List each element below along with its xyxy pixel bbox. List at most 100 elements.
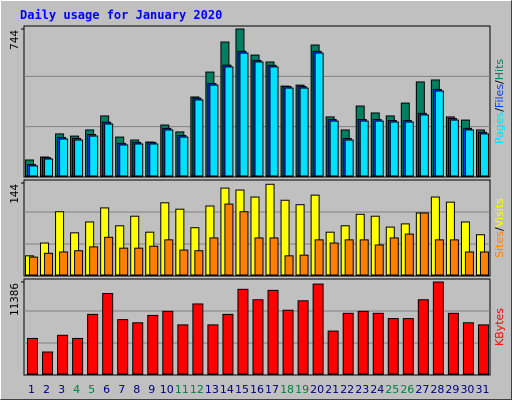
bar [344, 239, 354, 276]
bar [449, 119, 459, 177]
bar [419, 212, 429, 276]
legend: Sites/Visits [493, 198, 506, 258]
legend-entry: Sites [493, 231, 506, 258]
bar [147, 314, 159, 375]
bar [342, 312, 354, 375]
bar [149, 143, 159, 177]
bar [464, 129, 474, 177]
x-tick-label: 19 [295, 383, 309, 396]
y-tick-label: 11386 [8, 283, 21, 316]
x-tick-label: 25 [385, 383, 399, 396]
bar [449, 239, 459, 276]
bar [389, 237, 399, 276]
bar [329, 242, 339, 276]
bar [252, 299, 264, 375]
bar [239, 211, 249, 276]
bar [72, 337, 84, 375]
x-tick-label: 28 [430, 383, 444, 396]
x-tick-label: 12 [190, 383, 204, 396]
bar [224, 66, 234, 177]
bar [464, 251, 474, 276]
bar [462, 322, 474, 375]
bar [344, 139, 354, 177]
legend-entry: Hits [493, 59, 506, 81]
bar [209, 237, 219, 276]
bar [284, 255, 294, 276]
bar [479, 251, 489, 276]
bar [222, 313, 234, 375]
bar [419, 114, 429, 177]
x-tick-label: 30 [460, 383, 474, 396]
bar [162, 310, 174, 375]
x-tick-label: 21 [325, 383, 339, 396]
bar [327, 330, 339, 375]
x-tick-label: 6 [103, 383, 110, 396]
bar [447, 312, 459, 375]
x-tick-label: 2 [43, 383, 50, 396]
bar [119, 247, 129, 276]
legend-entry: Pages [493, 112, 506, 145]
bar [404, 233, 414, 276]
bar [194, 99, 204, 177]
x-tick-label: 26 [400, 383, 414, 396]
bar [357, 310, 369, 375]
bar [404, 121, 414, 177]
bar [87, 313, 99, 375]
bar [132, 322, 144, 375]
bar [297, 300, 309, 375]
bar [254, 61, 264, 177]
bar [269, 66, 279, 177]
bar [119, 144, 129, 177]
legend-separator: / [493, 227, 506, 231]
x-tick-label: 1 [28, 383, 35, 396]
bar [74, 250, 84, 276]
bar [239, 52, 249, 177]
x-tick-label: 17 [265, 383, 279, 396]
bar [374, 120, 384, 177]
bar [164, 129, 174, 177]
bar [267, 289, 279, 375]
x-tick-label: 22 [340, 383, 354, 396]
bar [477, 324, 489, 375]
bar [269, 237, 279, 276]
bar [479, 133, 489, 177]
bar [432, 281, 444, 375]
bar [59, 251, 69, 276]
bar [387, 318, 399, 375]
bar [192, 303, 204, 375]
bar [134, 247, 144, 276]
chart-title: Daily usage for January 2020 [20, 8, 222, 22]
x-tick-label: 23 [355, 383, 369, 396]
bar [389, 121, 399, 177]
x-tick-label: 15 [235, 383, 249, 396]
bar [299, 254, 309, 276]
x-tick-label: 5 [88, 383, 95, 396]
bar [314, 239, 324, 276]
legend-entry: Files [493, 84, 506, 108]
bar [177, 324, 189, 375]
bar [209, 84, 219, 177]
x-tick-label: 11 [175, 383, 189, 396]
legend: KBytes [493, 308, 506, 346]
bar [74, 139, 84, 177]
bar [254, 237, 264, 276]
x-tick-label: 7 [118, 383, 125, 396]
y-tick-label: 744 [8, 30, 21, 50]
bar [312, 283, 324, 375]
x-tick-label: 27 [415, 383, 429, 396]
bar [207, 324, 219, 375]
bar [224, 203, 234, 276]
x-tick-label: 20 [310, 383, 324, 396]
bar [402, 318, 414, 375]
bar [237, 288, 249, 375]
bar [374, 244, 384, 276]
x-tick-label: 4 [73, 383, 80, 396]
legend-separator: / [493, 80, 506, 84]
x-tick-label: 3 [58, 383, 65, 396]
bar [359, 120, 369, 177]
bar [29, 256, 38, 276]
bar [57, 334, 69, 375]
bar [282, 309, 294, 375]
